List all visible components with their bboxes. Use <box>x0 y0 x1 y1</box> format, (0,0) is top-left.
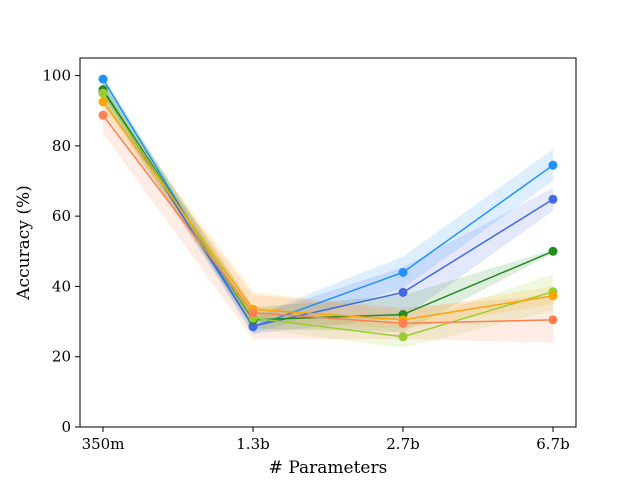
point-series-6-6.7b <box>548 315 558 325</box>
y-axis-label: Accuracy (%) <box>14 185 34 300</box>
y-tick-label: 100 <box>42 67 71 85</box>
point-series-6-350m <box>98 110 108 120</box>
band-series-3 <box>103 80 553 333</box>
y-tick-label: 60 <box>52 207 71 225</box>
point-series-1-6.7b <box>548 160 558 170</box>
x-tick-label: 1.3b <box>236 435 269 453</box>
point-series-2-1.3b <box>248 321 258 331</box>
point-series-5-350m <box>98 97 108 107</box>
point-series-1-2.7b <box>398 267 408 277</box>
line-series-1 <box>102 78 554 328</box>
point-series-2-2.7b <box>398 287 408 297</box>
x-axis-label: # Parameters <box>269 458 388 478</box>
series-points <box>98 74 558 342</box>
line-series-5 <box>102 101 554 321</box>
band-series-1 <box>103 75 553 334</box>
y-axis-ticks: 0 20 40 60 80 100 <box>42 67 80 436</box>
x-axis-ticks: 350m 1.3b 2.7b 6.7b <box>82 427 570 453</box>
y-tick-label: 0 <box>61 418 71 436</box>
x-tick-label: 6.7b <box>536 435 569 453</box>
y-tick-label: 40 <box>52 277 71 295</box>
x-tick-label: 2.7b <box>386 435 419 453</box>
point-series-6-1.3b <box>248 308 258 318</box>
point-series-1-350m <box>98 74 108 84</box>
x-tick-label: 350m <box>82 435 125 453</box>
plot-frame <box>79 57 577 428</box>
series-lines <box>102 78 554 338</box>
point-series-3-6.7b <box>548 246 558 256</box>
y-tick-label: 20 <box>52 348 71 366</box>
y-tick-label: 80 <box>52 137 71 155</box>
point-series-4-2.7b <box>398 332 408 342</box>
band-series-6 <box>103 100 553 343</box>
line-series-6 <box>102 114 554 325</box>
point-series-4-350m <box>98 88 108 98</box>
point-series-2-6.7b <box>548 194 558 204</box>
point-series-6-2.7b <box>398 318 408 328</box>
band-series-2 <box>103 82 553 334</box>
line-series-2 <box>102 90 554 327</box>
point-series-5-6.7b <box>548 291 558 301</box>
